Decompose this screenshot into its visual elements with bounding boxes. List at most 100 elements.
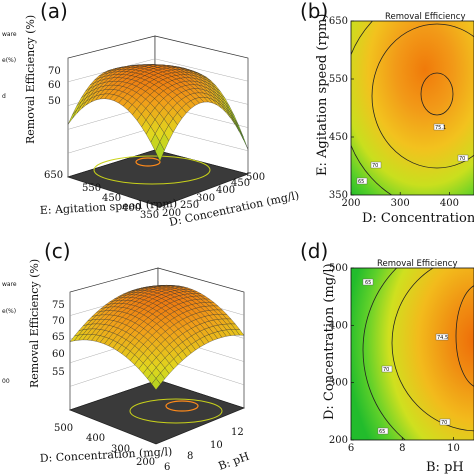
panel-d-x-label: B: pH (426, 460, 464, 474)
panel-a-x-tick: 500 (246, 172, 265, 183)
y-tick-label: 350 (329, 190, 348, 201)
surface-cell (155, 141, 165, 162)
panel-b-contours (351, 21, 474, 195)
panel-d-frame (350, 267, 474, 441)
panel-c-floor-contour-inner (165, 400, 199, 412)
panel-b-contour-labels: 75.1 70 70 65 (356, 123, 469, 185)
panel-a-y-tick: 450 (102, 193, 121, 204)
x-tick-label: 300 (391, 198, 410, 209)
panel-a-x-tick: 450 (231, 178, 250, 189)
wall-grid-line (154, 58, 249, 82)
panel-d-y-label: D: Concentration (mg/l) (322, 263, 337, 420)
x-tick-label: 8 (399, 443, 405, 454)
panel-b-letter: (b) (300, 0, 328, 23)
left-edge-fragments: ware e(%) d ware e(%) 00 (2, 31, 17, 385)
panel-a-x-tick: 400 (216, 185, 235, 196)
panel-d-ticks: 6 8 10 200 300 400 500 (329, 263, 460, 454)
panel-c-z-tick: 55 (52, 367, 65, 378)
wall-grid-line (67, 127, 156, 154)
panel-a-x-tick: 250 (180, 200, 199, 211)
panel-a-y-tick: 400 (122, 203, 141, 214)
panel-a-letter: (a) (40, 0, 68, 23)
contour-line (371, 23, 474, 169)
panel-a-y-tick: 550 (82, 183, 101, 194)
panel-d-contours (362, 268, 474, 440)
panel-b: (b) 75.1 70 70 65 Removal Efficiency 200… (300, 0, 474, 226)
panel-a-z-tick: 60 (48, 80, 61, 91)
contour-label: 74.5 (437, 335, 448, 341)
panel-c-letter: (c) (44, 239, 71, 263)
panel-c-y-tick: 200 (136, 457, 155, 468)
side-fragment: e(%) (2, 57, 16, 64)
y-tick-label: 650 (329, 16, 348, 27)
panel-a-floor-contour-inner (135, 157, 161, 167)
panel-c-z-tick: 60 (52, 349, 65, 360)
panel-c-y-tick: 400 (86, 433, 105, 444)
panel-d-fill (351, 268, 474, 440)
x-tick-label: 6 (348, 443, 354, 454)
y-tick-label: 550 (329, 74, 348, 85)
panel-a-floor-contour-outer (93, 155, 211, 185)
panel-a-z-label: Removal Efficiency (%) (24, 15, 37, 144)
panel-a-x-tick: 300 (196, 193, 215, 204)
x-tick-label: 400 (440, 198, 459, 209)
panel-c-y-tick: 300 (111, 444, 130, 455)
contour-label: 70 (441, 420, 447, 426)
y-tick-label: 500 (329, 263, 348, 274)
side-fragment: ware (2, 31, 17, 38)
contour-label: 70 (383, 367, 389, 373)
side-fragment: 00 (2, 378, 10, 385)
panel-b-y-label: E: Agitation speed (rpm) (315, 14, 330, 176)
panel-c-z-label: Removal Efficiency (%) (28, 259, 41, 388)
panel-c-z-tick: 65 (52, 332, 65, 343)
contour-line (362, 268, 406, 440)
panel-d-title: Removal Efficiency (377, 259, 457, 269)
panel-c-x-tick: 10 (210, 440, 223, 451)
panel-a-z-tick: 50 (48, 96, 61, 107)
contour-line (391, 268, 474, 432)
contour-label: 70 (459, 156, 465, 162)
panel-b-ticks: 200 300 400 350 450 550 650 (329, 16, 459, 209)
panel-c-floor (68, 379, 246, 445)
panel-c: (c) Removal Efficiency (%) 55 60 65 70 7… (28, 239, 251, 473)
surface-cell (151, 378, 161, 391)
side-fragment: e(%) (2, 308, 16, 315)
x-tick-label: 200 (341, 198, 360, 209)
panel-b-x-label: D: Concentration (362, 211, 474, 226)
x-tick-label: 10 (447, 443, 460, 454)
side-fragment: d (2, 93, 6, 100)
panel-c-floor-contour-outer (129, 398, 223, 424)
panel-c-z-tick: 70 (52, 316, 65, 327)
panel-c-z-tick: 75 (52, 300, 65, 311)
panel-c-surface (69, 285, 245, 391)
panel-b-frame (350, 20, 474, 196)
panel-c-x-tick: 6 (164, 462, 170, 473)
contour-label: 75.1 (435, 125, 446, 131)
panel-c-x-tick: 12 (231, 427, 244, 438)
panel-a: (a) Removal Efficiency (%) 50 60 70 650 … (24, 0, 300, 229)
contour-label: 65 (379, 429, 385, 435)
panel-a-y-tick: 650 (44, 170, 63, 181)
panel-a-x-tick: 200 (162, 208, 181, 219)
panel-a-floor (66, 149, 250, 208)
panel-d: (d) 65 70 70 74.5 65 Removal Efficiency … (300, 239, 474, 474)
panel-d-contour-labels: 65 70 70 74.5 65 (362, 278, 451, 435)
panel-c-y-tick: 500 (54, 423, 73, 434)
side-fragment: ware (2, 281, 17, 288)
panel-b-title: Removal Efficiency (385, 12, 465, 22)
y-tick-label: 200 (329, 435, 348, 446)
panel-c-x-label: B: pH (217, 450, 251, 473)
y-tick-label: 450 (329, 132, 348, 143)
panel-d-letter: (d) (300, 239, 328, 263)
panel-a-y-tick: 350 (140, 210, 159, 221)
contour-label: 65 (358, 179, 364, 185)
panel-a-z-tick: 70 (48, 66, 61, 77)
panel-c-x-tick: 8 (187, 451, 193, 462)
y-tick-label: 400 (329, 320, 348, 331)
contour-line (455, 285, 474, 387)
panel-a-surface (67, 64, 249, 162)
contour-label: 70 (372, 163, 378, 169)
contour-line (420, 72, 454, 116)
contour-label: 65 (365, 280, 371, 286)
